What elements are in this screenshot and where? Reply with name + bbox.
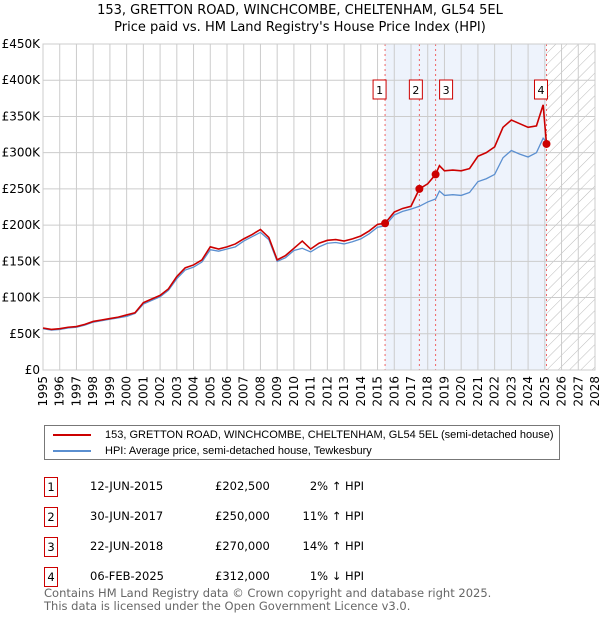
x-tick-label: 2012 [320,376,334,407]
x-tick-label: 1997 [69,376,83,407]
sale-delta: 2% ↑ HPI [309,479,364,493]
sale-number: 3 [44,537,58,557]
x-tick-label: 2000 [120,376,134,407]
sale-point [431,170,440,179]
property-price-line [42,104,548,331]
legend-hpi: HPI: Average price, semi-detached house,… [105,445,372,457]
y-tick-label: £250K [2,182,42,196]
x-tick-label: 1996 [53,376,67,407]
sale-price: £202,500 [215,479,270,493]
x-tick-label: 2004 [187,376,201,407]
x-tick-label: 2011 [304,376,318,407]
x-tick-label: 2026 [555,376,569,407]
x-tick-label: 2003 [170,376,184,407]
x-tick-label: 2010 [287,376,301,407]
chart-subtitle: Price paid vs. HM Land Registry's House … [114,20,486,35]
y-tick-label: £0 [25,363,40,377]
sale-price: £312,000 [215,569,270,583]
x-tick-label: 2022 [488,376,502,407]
sale-price: £250,000 [215,509,270,523]
x-tick-label: 2005 [203,376,217,407]
sale-marker-box [408,79,423,100]
price-chart: 1995 1996 1997 1998 1999 2000 2001 2002 2003 2004… [2,37,600,407]
y-tick-label: £450K [2,37,42,51]
x-tick-label: 2015 [371,376,385,407]
x-tick-label: 2002 [153,376,167,407]
sale-marker-label: 4 [537,84,544,97]
sale-row: 1 12-JUN-2015 £202,500 2% ↑ HPI [44,477,544,497]
sale-marker-box [439,79,454,100]
sale-date: 30-JUN-2017 [90,509,164,523]
sale-point [415,184,424,193]
sale-date: 06-FEB-2025 [90,569,164,583]
x-tick-label: 2001 [136,376,150,407]
sale-point [381,219,390,228]
y-tick-label: £200K [2,218,42,232]
footer: Contains HM Land Registry data © Crown c… [44,587,491,613]
x-tick-label: 2013 [337,376,351,407]
sale-marker-label: 3 [443,84,450,97]
chart-title: 153, GRETTON ROAD, WINCHCOMBE, CHELTENHA… [97,3,503,18]
sale-delta: 14% ↑ HPI [302,539,364,553]
x-tick-label: 2024 [521,376,535,407]
y-tick-label: £50K [9,327,41,341]
sale-marker-label: 2 [412,84,419,97]
hpi-line [42,137,547,331]
legend-property: 153, GRETTON ROAD, WINCHCOMBE, CHELTENHA… [105,429,554,441]
x-tick-label: 2009 [270,376,284,407]
x-tick-label: 2020 [454,376,468,407]
x-tick-label: 2028 [588,376,600,407]
footer-line2: This data is licensed under the Open Gov… [44,599,411,613]
sale-date: 12-JUN-2015 [90,479,164,493]
forecast-hatch [546,44,595,370]
y-tick-label: £150K [2,254,42,268]
sale-point [542,139,551,148]
x-tick-label: 1998 [86,376,100,407]
sale-number: 4 [44,567,58,587]
sale-price: £270,000 [215,539,270,553]
sale-number: 2 [44,507,58,527]
legend-swatch-hpi [53,450,91,452]
y-tick-label: £400K [2,73,42,87]
sale-marker-label: 1 [376,84,383,97]
x-tick-label: 2017 [404,376,418,407]
sale-row: 2 30-JUN-2017 £250,000 11% ↑ HPI [44,507,544,527]
x-tick-label: 2025 [538,376,552,407]
x-tick-label: 2008 [253,376,267,407]
x-tick-label: 2014 [354,376,368,407]
x-tick-label: 2018 [421,376,435,407]
footer-line1: Contains HM Land Registry data © Crown c… [44,586,492,600]
x-tick-label: 2019 [437,376,451,407]
plot-border [42,43,596,371]
x-tick-label: 2007 [237,376,251,407]
x-tick-label: 2023 [504,376,518,407]
x-tick-label: 2021 [471,376,485,407]
y-tick-label: £350K [2,109,42,123]
x-tick-label: 2027 [571,376,585,407]
sale-delta: 1% ↓ HPI [309,569,364,583]
legend-swatch-property [53,434,91,436]
x-tick-label: 1999 [103,376,117,407]
sale-marker-box [533,79,548,100]
y-tick-label: £100K [2,291,42,305]
x-tick-label: 2006 [220,376,234,407]
sale-marker-box [372,79,387,100]
x-tick-label: 2016 [387,376,401,407]
legend: 153, GRETTON ROAD, WINCHCOMBE, CHELTENHA… [44,425,560,460]
y-tick-label: £300K [2,146,42,160]
sale-row: 4 06-FEB-2025 £312,000 1% ↓ HPI [44,567,544,587]
sale-number: 1 [44,477,58,497]
sale-delta: 11% ↑ HPI [302,509,364,523]
sale-date: 22-JUN-2018 [90,539,164,553]
x-tick-label: 1995 [36,376,50,407]
sale-row: 3 22-JUN-2018 £270,000 14% ↑ HPI [44,537,544,557]
